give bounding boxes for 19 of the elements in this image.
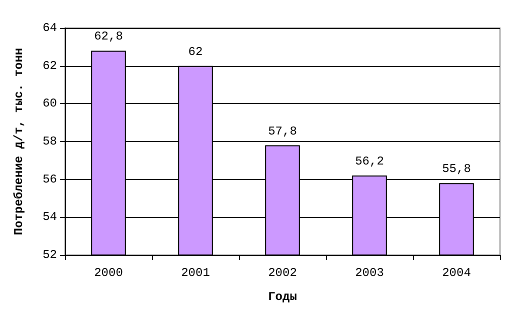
y-tick-label: 56: [42, 172, 57, 186]
y-tick-label: 60: [42, 96, 57, 111]
y-tick-label: 62: [42, 58, 57, 73]
x-axis-title: Годы: [268, 290, 297, 304]
data-label: 62,8: [94, 30, 123, 44]
data-label: 62: [188, 44, 203, 59]
y-tick-label: 52: [42, 248, 57, 262]
x-tick-label: 2004: [442, 266, 471, 280]
y-axis-title: Потребление д/т, тыс. тонн: [12, 48, 26, 236]
data-label: 56,2: [355, 154, 384, 169]
x-tick-label: 2000: [94, 266, 123, 280]
x-tick-label: 2001: [181, 266, 210, 280]
y-tick-label: 58: [42, 134, 57, 148]
data-label: 55,8: [442, 162, 471, 176]
y-tick-label: 64: [42, 21, 57, 35]
x-tick-label: 2003: [355, 266, 384, 280]
x-tick-label: 2002: [268, 266, 297, 280]
data-label: 57,8: [268, 124, 297, 138]
y-tick-label: 54: [42, 210, 57, 224]
